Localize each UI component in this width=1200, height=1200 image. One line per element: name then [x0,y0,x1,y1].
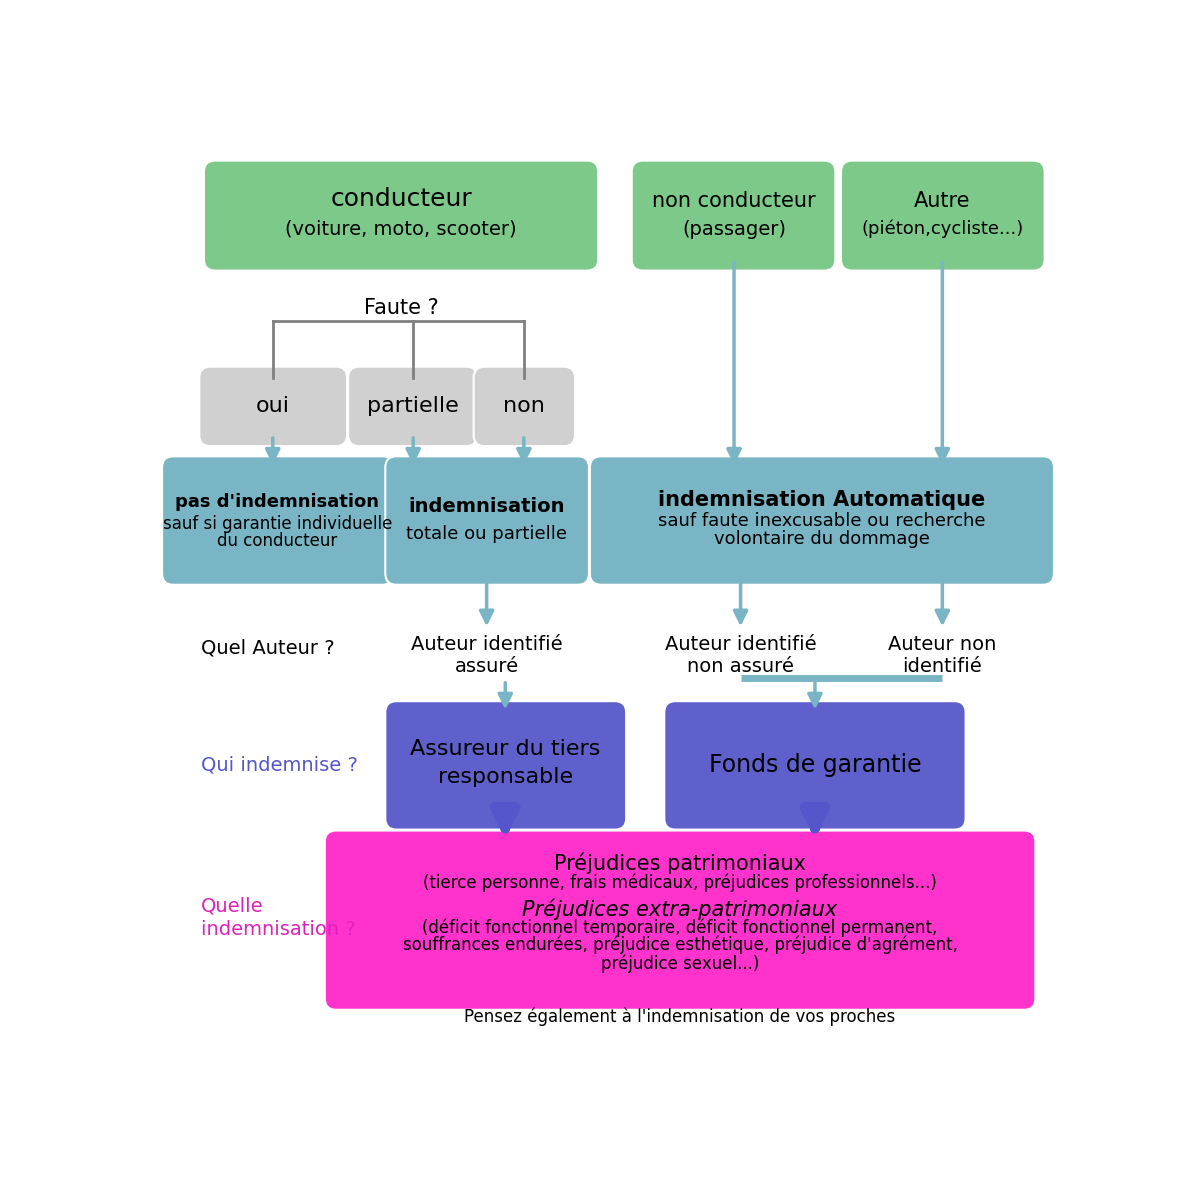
Text: (voiture, moto, scooter): (voiture, moto, scooter) [286,220,517,239]
FancyBboxPatch shape [385,701,626,829]
Text: Fonds de garantie: Fonds de garantie [709,752,922,776]
Text: sauf si garantie individuelle: sauf si garantie individuelle [163,515,392,533]
Text: sauf faute inexcusable ou recherche: sauf faute inexcusable ou recherche [658,512,985,530]
Text: oui: oui [256,396,289,416]
Text: (déficit fonctionnel temporaire, déficit fonctionnel permanent,: (déficit fonctionnel temporaire, déficit… [422,918,937,937]
Text: Autre: Autre [914,191,971,211]
Text: Auteur identifié: Auteur identifié [665,635,816,654]
Text: souffrances endurées, préjudice esthétique, préjudice d'agrément,: souffrances endurées, préjudice esthétiq… [402,936,958,954]
FancyBboxPatch shape [841,161,1045,270]
Text: responsable: responsable [438,767,572,787]
Text: assuré: assuré [455,656,518,676]
Text: conducteur: conducteur [330,187,472,211]
FancyBboxPatch shape [204,161,599,270]
FancyBboxPatch shape [474,367,575,446]
FancyBboxPatch shape [348,367,478,446]
Text: Assureur du tiers: Assureur du tiers [410,739,600,760]
Text: Pensez également à l'indemnisation de vos proches: Pensez également à l'indemnisation de vo… [464,1008,895,1026]
Text: volontaire du dommage: volontaire du dommage [714,530,929,548]
FancyBboxPatch shape [631,161,835,270]
Text: non conducteur: non conducteur [653,191,816,211]
Text: (piéton,cycliste...): (piéton,cycliste...) [862,220,1024,239]
Text: pas d'indemnisation: pas d'indemnisation [175,492,379,510]
FancyBboxPatch shape [385,456,589,584]
FancyBboxPatch shape [325,830,1036,1009]
Text: identifié: identifié [902,656,983,676]
Text: indemnisation ?: indemnisation ? [202,920,356,938]
FancyBboxPatch shape [162,456,394,584]
Text: Auteur identifié: Auteur identifié [410,635,563,654]
Text: totale ou partielle: totale ou partielle [406,524,568,542]
Text: Préjudices extra-patrimoniaux: Préjudices extra-patrimoniaux [522,899,838,920]
FancyBboxPatch shape [199,367,347,446]
Text: indemnisation: indemnisation [408,497,565,516]
Text: Quelle: Quelle [202,896,264,916]
Text: non assuré: non assuré [688,656,794,676]
Text: Auteur non: Auteur non [888,635,996,654]
Text: Faute ?: Faute ? [364,299,438,318]
Text: du conducteur: du conducteur [217,533,337,551]
FancyBboxPatch shape [665,701,966,829]
FancyBboxPatch shape [590,456,1054,584]
Text: Quel Auteur ?: Quel Auteur ? [202,638,335,658]
Text: partielle: partielle [367,396,460,416]
Text: non: non [503,396,545,416]
Text: indemnisation Automatique: indemnisation Automatique [658,490,985,510]
Text: préjudice sexuel...): préjudice sexuel...) [601,954,760,973]
Text: (tierce personne, frais médicaux, préjudices professionnels...): (tierce personne, frais médicaux, préjud… [424,874,937,893]
Text: (passager): (passager) [682,220,786,239]
Text: Préjudices patrimoniaux: Préjudices patrimoniaux [554,852,806,874]
Text: Qui indemnise ?: Qui indemnise ? [202,756,358,774]
